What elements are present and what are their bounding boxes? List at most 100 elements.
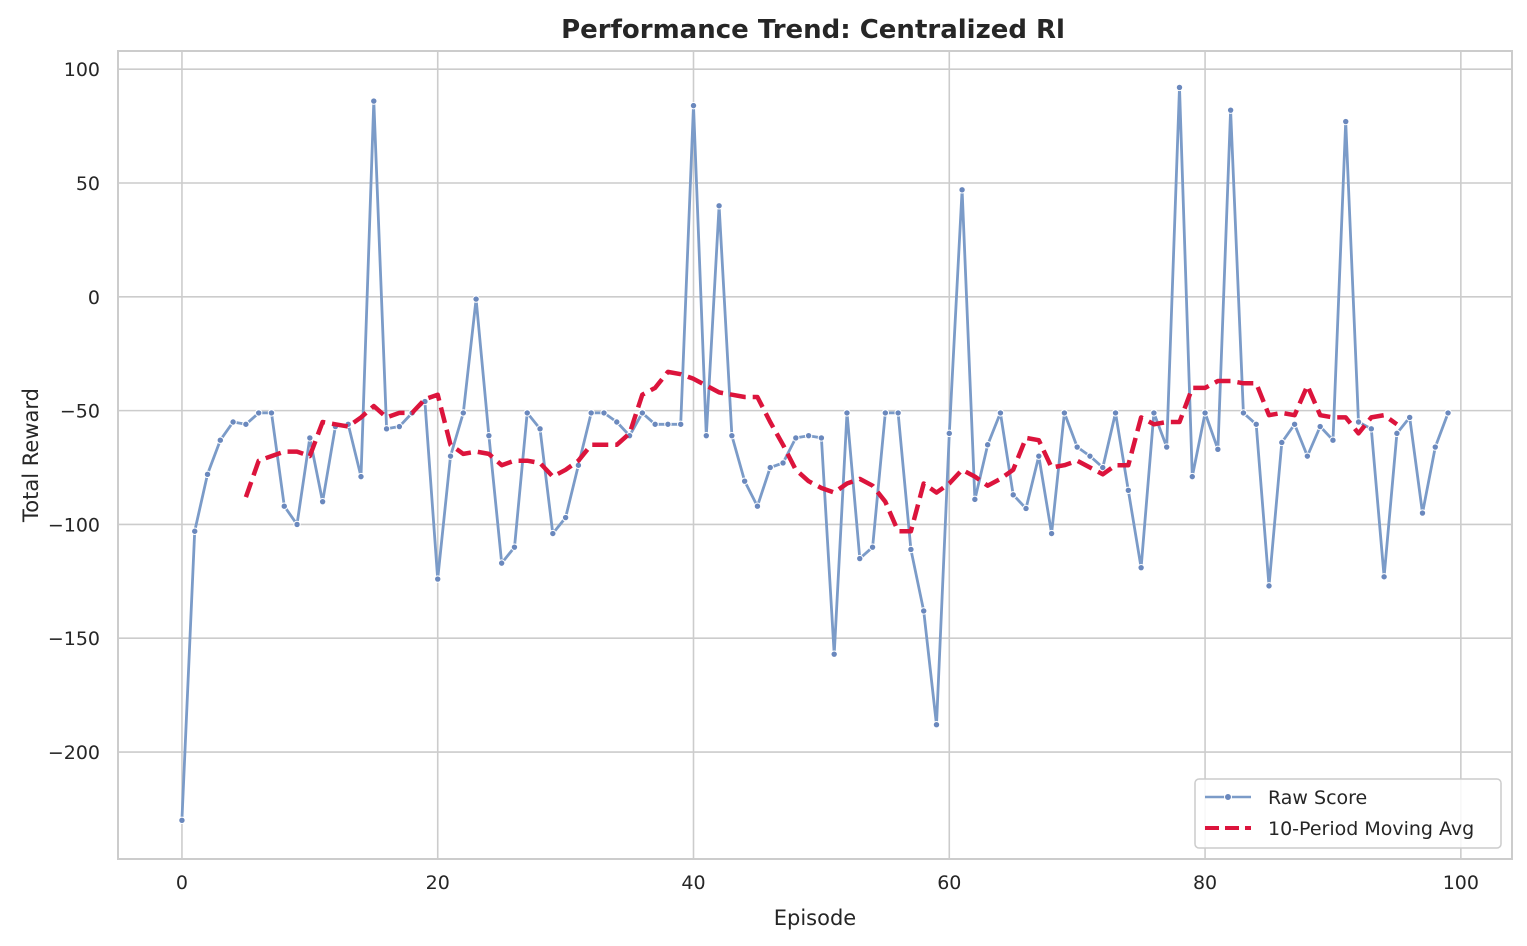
data-point-raw-score — [1009, 491, 1017, 499]
data-point-raw-score — [1316, 422, 1324, 431]
data-point-raw-score — [1431, 443, 1439, 451]
data-point-raw-score — [1367, 425, 1376, 433]
data-point-raw-score — [229, 418, 237, 426]
data-point-raw-score — [1124, 486, 1133, 494]
data-point-raw-score — [1086, 452, 1094, 460]
series-line-raw-score — [180, 86, 1450, 821]
y-tick-label: 100 — [64, 59, 100, 81]
y-tick-label: −50 — [60, 401, 100, 423]
data-point-raw-score — [1265, 582, 1273, 590]
data-point-raw-score — [254, 409, 263, 417]
data-point-raw-score — [510, 543, 519, 551]
data-point-raw-score — [958, 186, 966, 194]
data-point-raw-score — [677, 420, 685, 428]
data-point-raw-score — [1047, 529, 1056, 538]
data-point-raw-score — [843, 409, 851, 417]
data-point-raw-score — [868, 543, 877, 551]
data-point-raw-score — [1137, 563, 1145, 572]
data-point-raw-score — [817, 434, 826, 442]
data-point-raw-score — [983, 441, 992, 449]
plot-frame — [117, 50, 1513, 860]
data-point-raw-score — [242, 420, 250, 428]
legend-label-moving-avg: 10-Period Moving Avg — [1268, 818, 1474, 840]
chart-title: Performance Trend: Centralized Rl — [561, 15, 1065, 45]
data-point-raw-score — [1380, 573, 1388, 581]
data-point-raw-score — [740, 477, 749, 485]
data-point-raw-score — [459, 409, 468, 417]
data-point-raw-score — [1175, 83, 1184, 92]
data-point-raw-score — [779, 459, 787, 467]
data-point-raw-score — [536, 425, 544, 433]
data-point-raw-score — [1354, 418, 1363, 426]
data-point-raw-score — [907, 545, 915, 554]
y-tick-label: 0 — [88, 287, 100, 309]
data-point-raw-score — [753, 502, 762, 510]
data-point-raw-score — [600, 409, 608, 417]
data-point-raw-score — [293, 520, 301, 529]
data-point-raw-score — [1329, 436, 1337, 444]
data-point-raw-score — [702, 431, 710, 440]
data-point-raw-score — [382, 425, 391, 433]
legend: Raw Score 10-Period Moving Avg — [1194, 778, 1502, 849]
data-point-raw-score — [1405, 413, 1414, 422]
series-layer — [178, 83, 1452, 825]
data-point-raw-score — [1303, 452, 1312, 460]
data-point-raw-score — [267, 409, 276, 417]
data-point-raw-score — [638, 409, 647, 417]
y-tick-label: 50 — [76, 173, 100, 195]
data-point-raw-score — [1226, 106, 1235, 114]
data-point-raw-score — [216, 436, 225, 444]
x-axis-label: Episode — [774, 906, 856, 930]
data-point-raw-score — [395, 422, 404, 431]
data-point-raw-score — [472, 295, 480, 303]
tick-labels: 0 20 40 60 80 100 −200 −150 −100 −50 0 50 100 — [48, 59, 1479, 894]
data-point-raw-score — [1418, 509, 1427, 517]
data-point-raw-score — [728, 431, 736, 440]
data-point-raw-score — [203, 470, 212, 479]
data-point-raw-score — [1342, 117, 1350, 126]
x-tick-label: 0 — [176, 872, 188, 894]
data-point-raw-score — [1073, 443, 1081, 451]
data-point-raw-score — [587, 409, 595, 417]
data-point-raw-score — [830, 650, 838, 658]
data-point-raw-score — [1035, 452, 1043, 460]
data-point-raw-score — [996, 409, 1005, 417]
data-point-raw-score — [1290, 420, 1299, 428]
legend-label-raw-score: Raw Score — [1268, 787, 1367, 809]
data-point-raw-score — [523, 409, 531, 417]
legend-dot-raw-score — [1224, 793, 1232, 801]
legend-box — [1194, 778, 1502, 849]
data-point-raw-score — [549, 529, 557, 538]
data-point-raw-score — [434, 575, 442, 583]
data-point-raw-score — [804, 431, 813, 440]
x-tick-label: 40 — [681, 872, 705, 894]
data-point-raw-score — [1060, 409, 1069, 417]
data-point-raw-score — [881, 409, 890, 417]
data-point-raw-score — [689, 101, 698, 110]
x-tick-label: 100 — [1443, 872, 1479, 894]
data-point-raw-score — [1150, 409, 1158, 417]
x-tick-label: 80 — [1193, 872, 1217, 894]
data-point-raw-score — [1252, 420, 1260, 428]
data-point-raw-score — [664, 420, 672, 428]
data-point-raw-score — [920, 607, 928, 615]
y-tick-label: −200 — [48, 742, 100, 764]
data-point-raw-score — [485, 431, 493, 440]
grid-lines — [118, 51, 1512, 859]
data-point-raw-score — [1022, 504, 1030, 513]
x-tick-label: 60 — [937, 872, 961, 894]
y-tick-label: −150 — [48, 628, 100, 650]
data-point-raw-score — [370, 97, 378, 105]
data-point-raw-score — [306, 434, 314, 442]
data-point-raw-score — [932, 721, 941, 729]
data-point-raw-score — [561, 513, 570, 522]
data-point-raw-score — [1111, 409, 1120, 417]
data-point-raw-score — [357, 472, 365, 481]
data-point-raw-score — [1239, 409, 1248, 417]
data-point-raw-score — [1099, 463, 1107, 472]
data-point-raw-score — [318, 497, 327, 506]
data-point-raw-score — [945, 429, 953, 438]
x-tick-label: 20 — [426, 872, 450, 894]
data-point-raw-score — [1393, 429, 1401, 438]
